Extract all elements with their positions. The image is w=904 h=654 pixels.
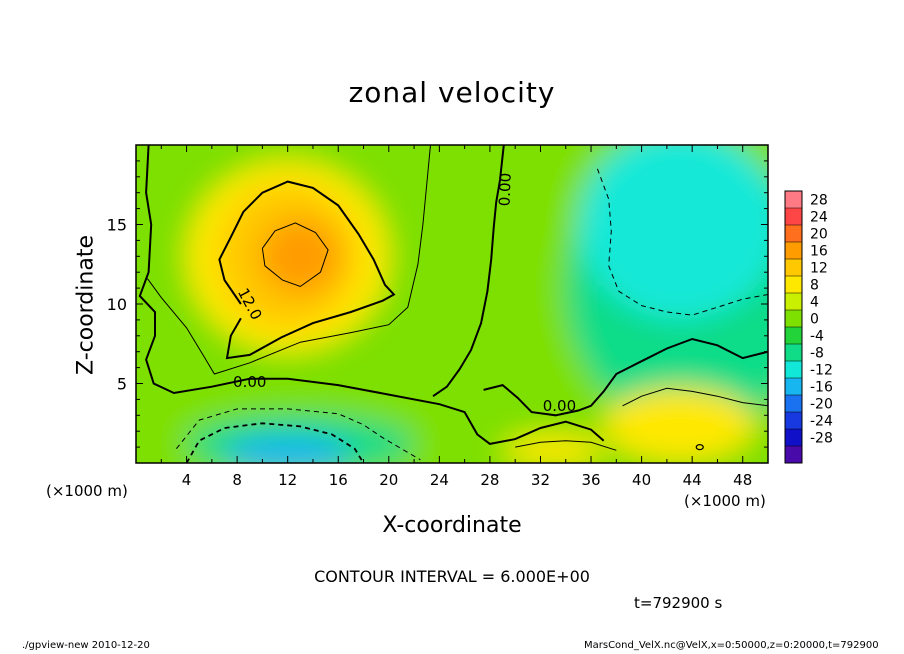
colorbar-tick-label: 4 [810, 295, 819, 311]
contour-six-lower [515, 440, 617, 451]
colorbar-tick-label: 28 [810, 193, 828, 209]
x-tick-label: 36 [581, 471, 600, 489]
x-tick-label: 44 [683, 471, 702, 489]
colorbar-segment [785, 191, 802, 209]
y-axis: 5 10 15 [107, 160, 768, 448]
colorbar-segment [785, 446, 802, 464]
contour-neg-twelve [185, 422, 365, 463]
colorbar-segment [785, 310, 802, 328]
contour-lines [138, 145, 768, 463]
colorbar-tick-label: 24 [810, 210, 828, 226]
contour-label-1: 0.00 [233, 373, 266, 391]
field-region-8 [603, 388, 756, 462]
contour-zero-main [138, 145, 605, 445]
colorbar-segment [785, 259, 802, 277]
y-axis-label: Z-coordinate [73, 235, 99, 375]
x-tick-label: 32 [531, 471, 550, 489]
x-tick-label: 4 [182, 471, 192, 489]
colorbar-segment [785, 344, 802, 362]
colorbar-tick-label: -8 [810, 346, 824, 362]
colorbar-tick-label: 12 [810, 261, 828, 277]
contour-interval-note: CONTOUR INTERVAL = 6.000E+00 [314, 567, 590, 586]
colorbar-segment [785, 361, 802, 379]
contour-twelve [218, 180, 396, 360]
contour-zero-upper [432, 145, 505, 398]
x-axis-label: X-coordinate [382, 513, 522, 538]
contour-label-2: 0.00 [543, 397, 576, 415]
contour-zero-right [483, 337, 768, 417]
contour-label-3: 0.00 [496, 173, 515, 207]
colorbar-tick-label: -16 [810, 380, 833, 396]
x-tick-label: 16 [329, 471, 348, 489]
y-tick-label: 15 [107, 216, 127, 235]
x-tick-label: 28 [480, 471, 499, 489]
colorbar-tick-label: 0 [810, 312, 819, 328]
colorbar-segment [785, 327, 802, 345]
x-tick-label: 40 [632, 471, 651, 489]
colorbar-tick-label: -28 [810, 431, 833, 447]
x-tick-label: 8 [232, 471, 242, 489]
colorbar-segment [785, 293, 802, 311]
colorbar-segment [785, 242, 802, 260]
y-tick-label: 5 [117, 375, 127, 394]
x-unit-label-left: (×1000 m) [46, 482, 128, 500]
colorbar-tick-label: 20 [810, 227, 828, 243]
colorbar-segment [785, 378, 802, 396]
colorbar-tick-label: 16 [810, 244, 828, 260]
colorbar-tick-label: -4 [810, 329, 824, 345]
x-axis: 4 8 12 16 20 24 28 32 36 40 44 48 [160, 145, 752, 489]
colorbar-tick-label: 8 [810, 278, 819, 294]
colorbar-tick-label: -24 [810, 414, 833, 430]
colorbar-tick-label: -12 [810, 363, 833, 379]
field-region-9 [502, 434, 604, 463]
contour-six [146, 145, 431, 375]
x-tick-label: 48 [733, 471, 752, 489]
field-region-2 [578, 145, 768, 320]
colorbar-segment [785, 225, 802, 243]
colorbar-segment [785, 395, 802, 413]
contour-neg-six [596, 168, 768, 316]
contour-small-loop [695, 444, 704, 451]
footer-right: MarsCond_VelX.nc@VelX,x=0:50000,z=0:2000… [584, 640, 879, 651]
footer-left: ./gpview-new 2010-12-20 [22, 640, 150, 651]
x-unit-label-right: (×1000 m) [684, 492, 766, 510]
field-region-5 [259, 218, 341, 295]
field-region-7 [224, 435, 351, 463]
chart-title: zonal velocity [348, 76, 556, 109]
colorbar-tick-label: -20 [810, 397, 833, 413]
x-tick-label: 24 [430, 471, 449, 489]
contour-neg-six-lower [176, 408, 421, 461]
colorbar-segment [785, 276, 802, 294]
contour-six-right [622, 387, 768, 407]
x-tick-label: 12 [278, 471, 297, 489]
colorbar-segment [785, 208, 802, 226]
y-tick-label: 10 [107, 295, 127, 314]
contour-eighteen [261, 222, 329, 288]
colorbar-segment [785, 429, 802, 447]
colorbar-segment [785, 412, 802, 430]
time-stamp: t=792900 s [634, 594, 723, 612]
x-tick-label: 20 [379, 471, 398, 489]
